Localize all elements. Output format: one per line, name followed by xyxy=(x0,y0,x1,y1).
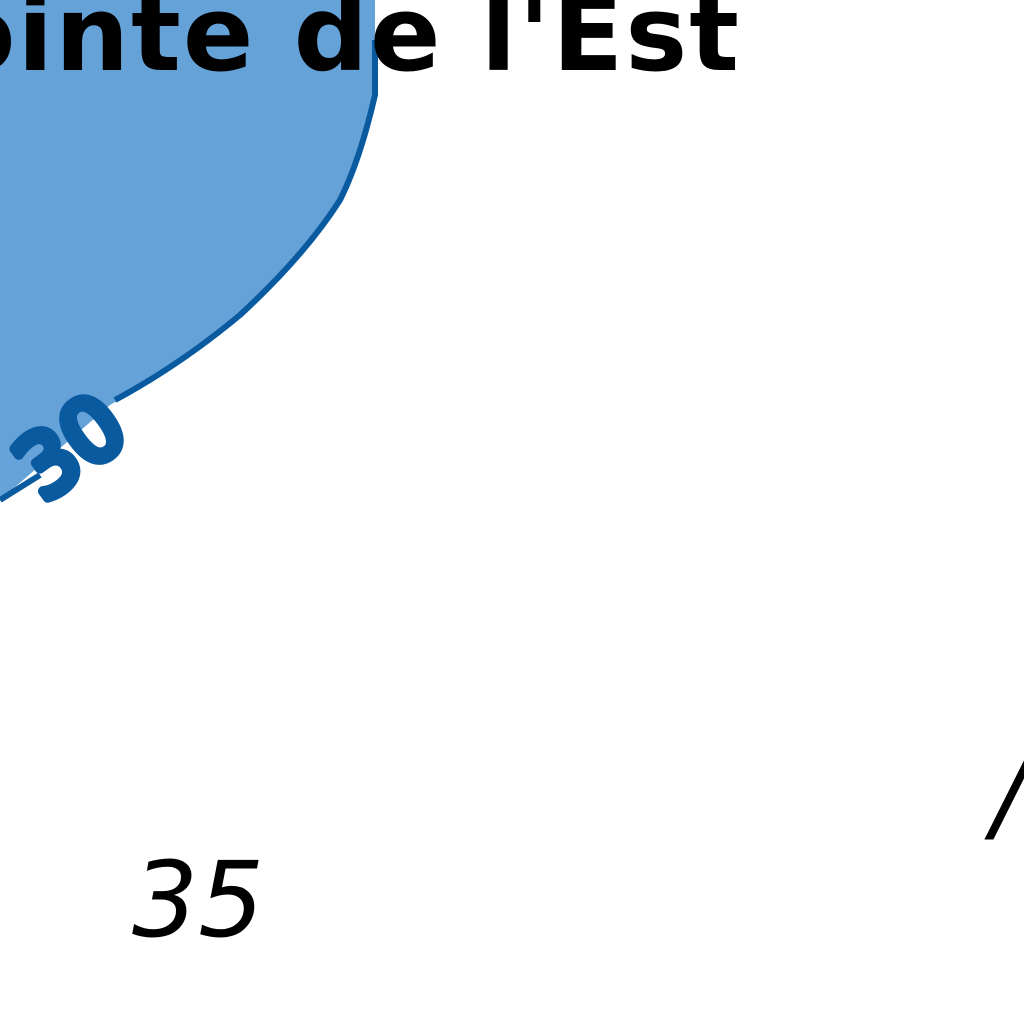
depth-sounding-partial: / xyxy=(992,733,1024,855)
depth-contour-line xyxy=(0,40,378,503)
depth-area xyxy=(0,0,375,500)
depth-sounding: 35 xyxy=(132,839,265,961)
place-label: ointe de l'Est xyxy=(0,0,741,95)
